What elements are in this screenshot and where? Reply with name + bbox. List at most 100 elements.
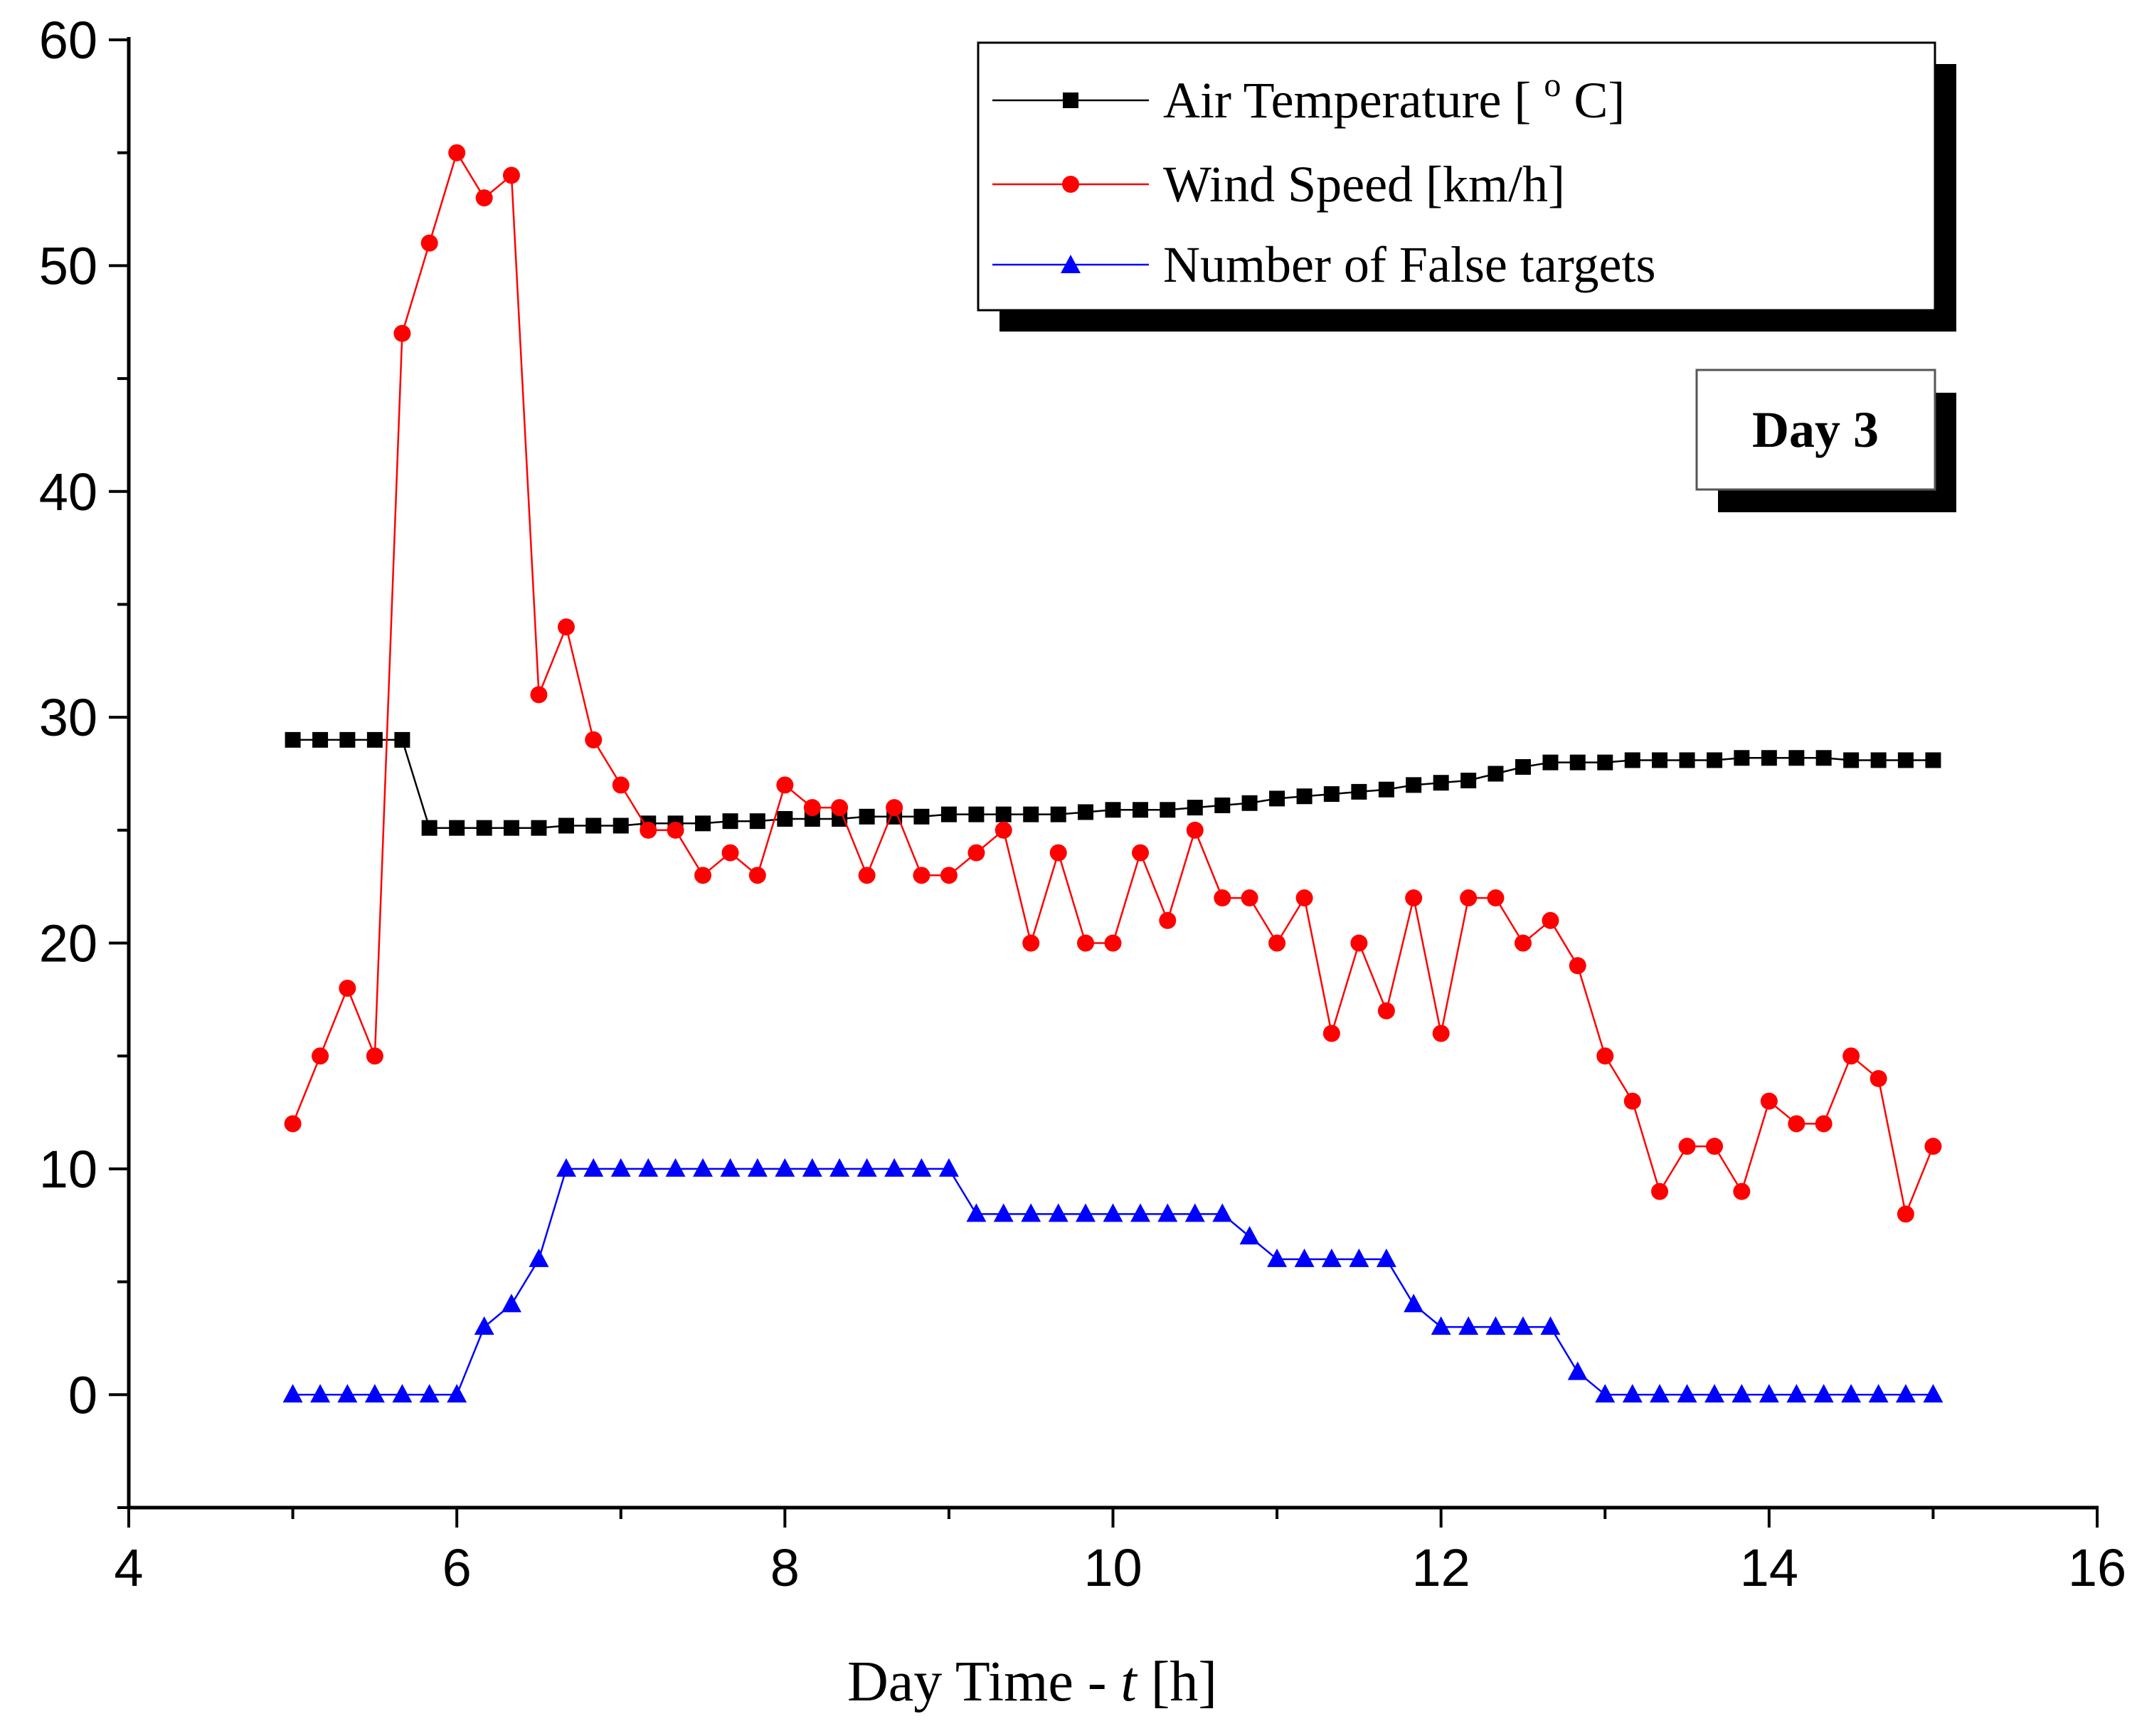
point-false-targets: [993, 1203, 1014, 1222]
point-temperature: [476, 820, 492, 836]
legend-marker-wind: [1062, 176, 1079, 193]
x-axis-label-var: t: [1120, 1651, 1138, 1713]
point-temperature: [749, 813, 765, 830]
point-false-targets: [419, 1384, 440, 1403]
point-wind-speed: [1377, 1002, 1395, 1020]
point-false-targets: [1868, 1384, 1889, 1403]
point-false-targets: [1650, 1384, 1670, 1403]
point-false-targets: [1157, 1203, 1178, 1222]
point-temperature: [339, 731, 356, 748]
x-axis-label: Day Time - t [h]: [847, 1651, 1217, 1713]
point-wind-speed: [339, 980, 356, 997]
point-temperature: [613, 817, 629, 834]
point-wind-speed: [721, 844, 739, 862]
point-false-targets: [693, 1158, 714, 1177]
point-false-targets: [1895, 1384, 1916, 1403]
point-false-targets: [1130, 1203, 1151, 1222]
point-wind-speed: [1706, 1138, 1724, 1155]
point-false-targets: [1075, 1203, 1096, 1222]
y-tick-label: 30: [39, 688, 97, 747]
point-wind-speed: [694, 867, 712, 884]
point-temperature: [777, 810, 793, 827]
point-wind-speed: [803, 799, 821, 817]
point-wind-speed: [1760, 1092, 1778, 1110]
point-temperature: [1734, 750, 1750, 766]
point-false-targets: [1923, 1384, 1944, 1403]
point-false-targets: [1321, 1248, 1342, 1267]
point-false-targets: [665, 1158, 686, 1177]
point-wind-speed: [1104, 934, 1122, 952]
point-false-targets: [1595, 1384, 1616, 1403]
y-tick-label: 0: [68, 1365, 97, 1424]
point-false-targets: [1048, 1203, 1068, 1222]
point-temperature: [1597, 754, 1613, 771]
point-false-targets: [337, 1384, 358, 1403]
point-temperature: [1488, 766, 1504, 782]
point-false-targets: [1376, 1248, 1396, 1267]
point-wind-speed: [995, 821, 1012, 839]
point-false-targets: [1103, 1203, 1123, 1222]
legend-marker-targets: [1061, 255, 1081, 273]
point-false-targets: [1786, 1384, 1807, 1403]
point-wind-speed: [748, 867, 766, 884]
point-temperature: [940, 806, 957, 822]
point-temperature: [968, 806, 985, 822]
point-false-targets: [1567, 1361, 1588, 1380]
point-wind-speed: [312, 1047, 329, 1065]
point-temperature: [1160, 802, 1176, 818]
point-wind-speed: [284, 1115, 302, 1133]
point-false-targets: [802, 1158, 822, 1177]
point-temperature: [1515, 758, 1531, 775]
point-false-targets: [474, 1316, 494, 1335]
point-wind-speed: [967, 844, 985, 862]
point-false-targets: [1184, 1203, 1205, 1222]
point-temperature: [1870, 752, 1887, 768]
point-false-targets: [1512, 1316, 1533, 1335]
point-temperature: [1460, 773, 1477, 789]
legend-marker-temperature: [1063, 92, 1078, 108]
point-false-targets: [911, 1158, 932, 1177]
point-wind-speed: [1651, 1182, 1669, 1200]
point-wind-speed: [1268, 934, 1286, 952]
point-false-targets: [829, 1158, 850, 1177]
point-false-targets: [938, 1158, 959, 1177]
point-false-targets: [282, 1384, 303, 1403]
point-temperature: [1897, 752, 1914, 768]
point-temperature: [531, 820, 547, 836]
point-temperature: [585, 817, 602, 834]
point-false-targets: [1540, 1316, 1561, 1335]
point-wind-speed: [612, 776, 630, 794]
point-wind-speed: [1815, 1115, 1833, 1133]
point-wind-speed: [366, 1047, 383, 1065]
point-wind-speed: [1132, 844, 1150, 862]
point-temperature: [1788, 750, 1805, 766]
x-axis-label-unit: [h]: [1137, 1651, 1217, 1713]
point-temperature: [1378, 781, 1394, 798]
x-tick-label: 14: [1740, 1538, 1798, 1597]
point-temperature: [366, 731, 383, 748]
point-false-targets: [1677, 1384, 1697, 1403]
point-wind-speed: [1870, 1069, 1887, 1087]
point-temperature: [1652, 752, 1668, 768]
point-false-targets: [529, 1248, 549, 1267]
point-false-targets: [1704, 1384, 1725, 1403]
day-annotation: Day 3: [1695, 369, 1956, 512]
point-wind-speed: [1678, 1138, 1696, 1155]
legend: Air Temperature [ o C] Wind Speed [km/h]…: [977, 41, 1956, 332]
point-wind-speed: [557, 618, 575, 636]
legend-label-temperature-degree: o: [1544, 66, 1561, 104]
point-wind-speed: [475, 189, 493, 207]
point-wind-speed: [667, 821, 684, 839]
point-wind-speed: [448, 144, 466, 162]
point-false-targets: [1431, 1316, 1451, 1335]
point-false-targets: [720, 1158, 741, 1177]
point-temperature: [1187, 800, 1203, 816]
point-temperature: [1843, 752, 1860, 768]
point-false-targets: [364, 1384, 385, 1403]
point-temperature: [1761, 750, 1777, 766]
point-temperature: [1050, 806, 1066, 822]
point-false-targets: [747, 1158, 768, 1177]
point-false-targets: [1239, 1226, 1260, 1245]
point-wind-speed: [1487, 889, 1505, 907]
